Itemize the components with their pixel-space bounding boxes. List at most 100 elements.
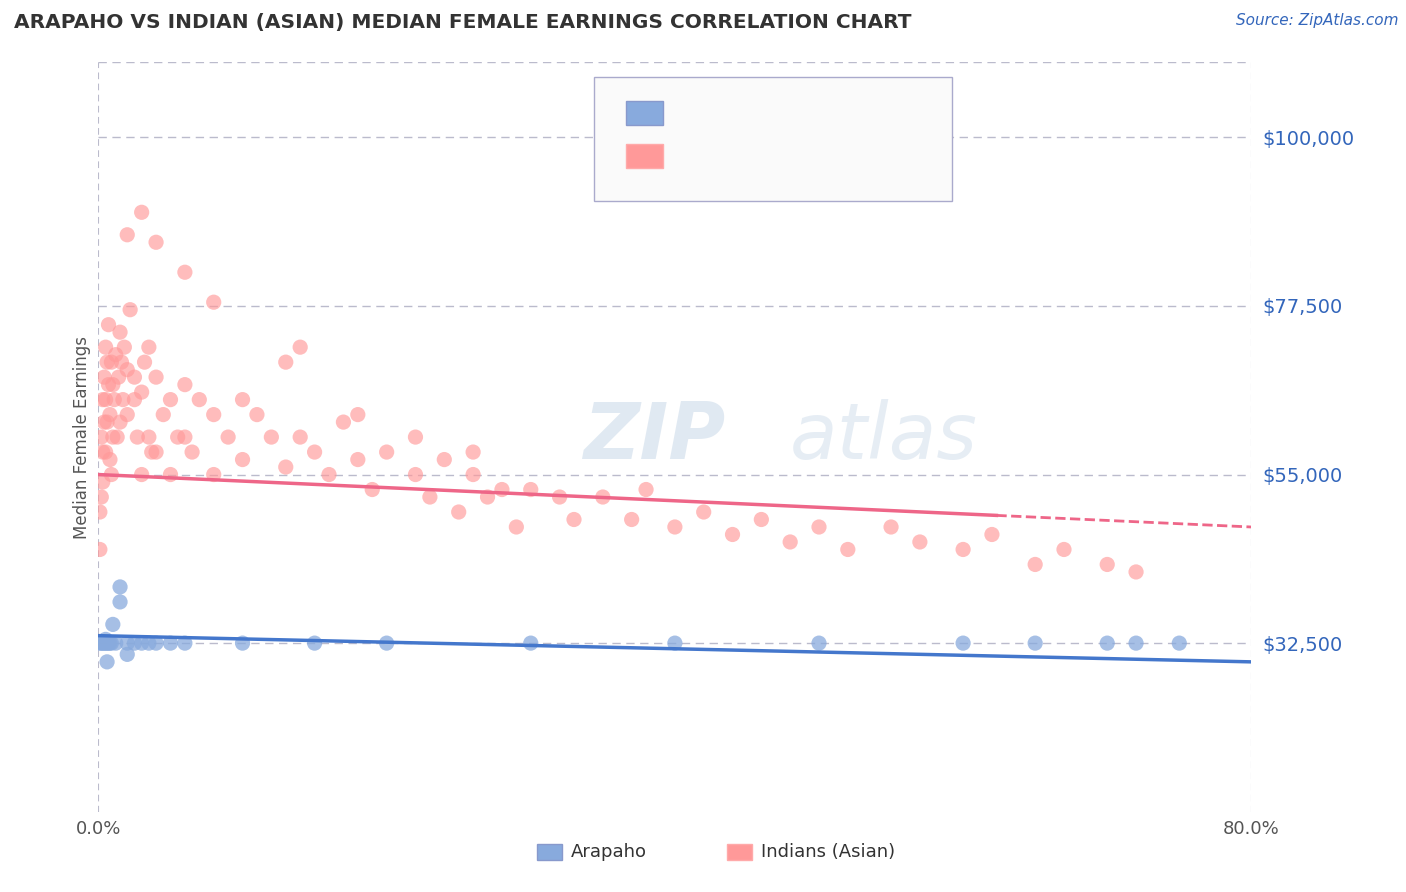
Point (138, 636, 160, 650)
Point (98, 452, 121, 467)
FancyBboxPatch shape (595, 78, 952, 201)
Point (217, 430, 239, 444)
Point (98, 636, 121, 650)
Point (751, 512, 773, 526)
Point (664, 520, 686, 534)
Point (461, 445, 484, 459)
Point (952, 542, 974, 557)
Text: R =: R = (685, 104, 723, 122)
Point (159, 392, 181, 407)
Point (433, 452, 456, 467)
Point (101, 617, 124, 632)
Point (94, 445, 117, 459)
Point (181, 445, 204, 459)
Point (808, 520, 831, 534)
Point (96, 415, 118, 429)
Text: ARAPAHO VS INDIAN (ASIAN) MEDIAN FEMALE EARNINGS CORRELATION CHART: ARAPAHO VS INDIAN (ASIAN) MEDIAN FEMALE … (14, 13, 911, 32)
Point (721, 527, 744, 541)
Point (108, 415, 131, 429)
Point (260, 430, 283, 444)
Point (94, 632, 117, 647)
Bar (537, 844, 562, 861)
Point (304, 445, 326, 459)
Point (134, 355, 156, 369)
Point (1168, 636, 1191, 650)
Point (880, 520, 903, 534)
Point (290, 430, 312, 444)
Point (592, 490, 614, 504)
Point (141, 445, 163, 459)
Text: 24: 24 (873, 104, 898, 122)
Point (89, 636, 111, 650)
Point (91, 636, 114, 650)
Point (131, 385, 153, 400)
Bar (727, 844, 752, 861)
Text: Arapaho: Arapaho (571, 843, 647, 861)
Point (375, 636, 398, 650)
Point (664, 636, 686, 650)
Point (145, 235, 167, 250)
Point (131, 467, 153, 482)
Point (91, 392, 114, 407)
Point (97, 636, 120, 650)
Point (103, 392, 125, 407)
Point (117, 408, 139, 422)
Point (231, 392, 254, 407)
Point (124, 370, 146, 384)
Point (346, 452, 368, 467)
Text: -0.186: -0.186 (738, 104, 803, 122)
Point (93, 636, 115, 650)
Point (304, 636, 326, 650)
Point (952, 636, 974, 650)
Point (808, 636, 831, 650)
Point (505, 520, 527, 534)
Point (908, 535, 931, 549)
Point (89, 505, 111, 519)
Point (108, 580, 131, 594)
Point (100, 355, 122, 369)
Point (93, 415, 115, 429)
Point (405, 430, 427, 444)
Point (1097, 558, 1119, 572)
Point (1024, 558, 1046, 572)
Text: N =: N = (825, 104, 865, 122)
Point (108, 595, 131, 609)
Point (105, 430, 128, 444)
Point (346, 408, 368, 422)
Point (290, 340, 312, 354)
Point (90, 636, 112, 650)
Point (174, 636, 197, 650)
Point (318, 467, 340, 482)
Point (491, 483, 513, 497)
Point (96, 355, 118, 369)
Point (636, 483, 658, 497)
Point (174, 265, 197, 279)
Point (548, 490, 571, 504)
Point (332, 415, 354, 429)
Point (779, 535, 801, 549)
Point (145, 370, 167, 384)
Text: Source: ZipAtlas.com: Source: ZipAtlas.com (1236, 13, 1399, 29)
Point (90, 490, 112, 504)
Point (1097, 636, 1119, 650)
Point (231, 636, 254, 650)
Point (447, 505, 470, 519)
Point (100, 467, 122, 482)
Point (91, 475, 114, 489)
Point (131, 205, 153, 219)
Point (1024, 636, 1046, 650)
Point (94, 340, 117, 354)
Point (90, 430, 112, 444)
Point (477, 490, 499, 504)
Point (104, 636, 127, 650)
Point (112, 340, 135, 354)
Text: atlas: atlas (790, 399, 979, 475)
Point (96, 655, 118, 669)
Text: N =: N = (825, 147, 865, 165)
Point (520, 636, 543, 650)
Point (94, 392, 117, 407)
Point (91, 445, 114, 459)
Point (120, 302, 142, 317)
Point (461, 467, 484, 482)
Point (981, 527, 1004, 541)
